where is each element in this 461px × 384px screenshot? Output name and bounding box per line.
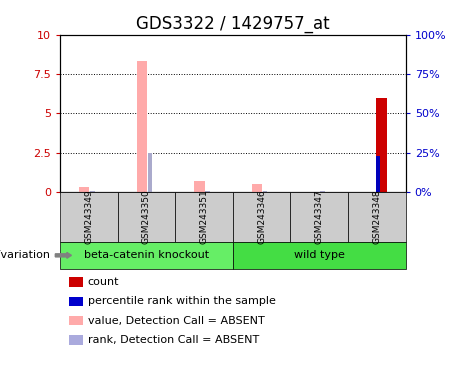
Text: GSM243347: GSM243347 — [315, 190, 324, 244]
Text: beta-catenin knockout: beta-catenin knockout — [84, 250, 209, 260]
Bar — [320, 191, 325, 192]
Text: GSM243349: GSM243349 — [84, 190, 93, 244]
Text: GSM243350: GSM243350 — [142, 190, 151, 244]
Text: GSM243351: GSM243351 — [200, 190, 208, 244]
Bar — [252, 184, 262, 192]
Bar — [90, 191, 95, 192]
Bar — [376, 156, 380, 192]
Bar — [79, 187, 89, 192]
Bar — [194, 181, 205, 192]
Text: GSM243348: GSM243348 — [372, 190, 381, 244]
Bar — [263, 191, 267, 192]
Text: percentile rank within the sample: percentile rank within the sample — [88, 296, 276, 306]
Bar — [148, 153, 152, 192]
Bar — [376, 98, 387, 192]
Title: GDS3322 / 1429757_at: GDS3322 / 1429757_at — [136, 15, 330, 33]
Text: rank, Detection Call = ABSENT: rank, Detection Call = ABSENT — [88, 335, 259, 345]
Bar — [136, 61, 147, 192]
Text: count: count — [88, 277, 119, 287]
Text: wild type: wild type — [294, 250, 345, 260]
Text: value, Detection Call = ABSENT: value, Detection Call = ABSENT — [88, 316, 264, 326]
Text: GSM243346: GSM243346 — [257, 190, 266, 244]
Bar — [205, 191, 210, 192]
Text: genotype/variation: genotype/variation — [0, 250, 51, 260]
